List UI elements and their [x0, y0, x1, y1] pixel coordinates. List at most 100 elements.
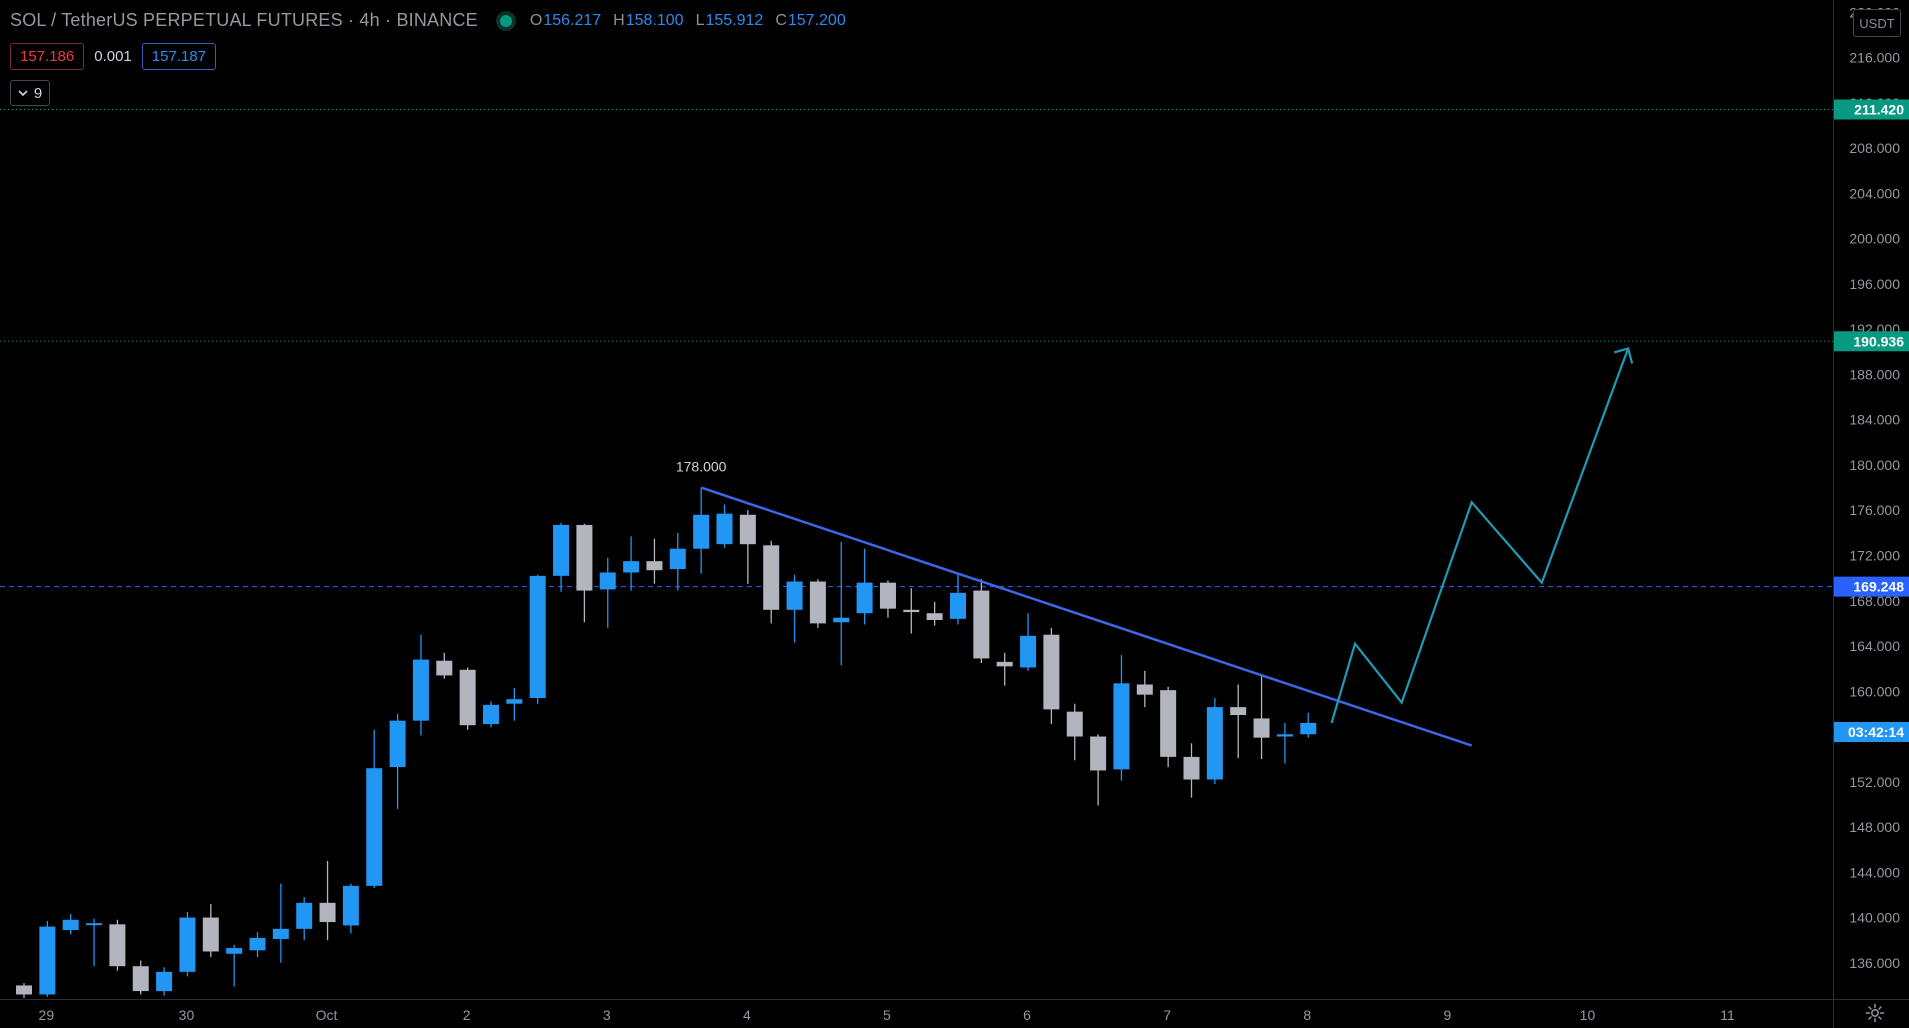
candle-body — [599, 572, 616, 590]
candle-body — [1043, 634, 1060, 710]
y-tick-label: 172.000 — [1849, 548, 1900, 564]
candle-body — [86, 923, 103, 926]
y-tick-label: 144.000 — [1849, 864, 1900, 880]
candle-body — [809, 581, 826, 624]
candle-body — [272, 928, 289, 940]
y-tick-label: 168.000 — [1849, 593, 1900, 609]
candle-body — [950, 592, 966, 619]
chart-header: SOL / TetherUS PERPETUAL FUTURES · 4h · … — [10, 10, 858, 31]
candle-body — [179, 917, 196, 972]
candle-body — [202, 917, 219, 952]
candle-body — [319, 902, 336, 923]
candle-body — [739, 514, 756, 545]
projection-path — [1330, 348, 1630, 724]
candle-body — [249, 937, 266, 951]
price-level-label: 190.936 — [1853, 333, 1904, 349]
candle-body — [996, 661, 1013, 667]
price-level-label: 169.248 — [1853, 579, 1904, 595]
sell-button[interactable]: 157.186 — [10, 43, 85, 70]
candle-body — [879, 582, 896, 609]
candle-body — [973, 590, 990, 659]
price-level-tag — [1834, 331, 1909, 352]
y-tick-label: 184.000 — [1849, 412, 1900, 428]
y-tick-label: 164.000 — [1849, 638, 1900, 654]
candle-body — [903, 609, 920, 613]
candle-body — [506, 699, 523, 704]
trade-buttons: 157.186 0.001 157.187 — [10, 43, 217, 70]
y-tick-label: 180.000 — [1849, 457, 1900, 473]
y-tick-label: 200.000 — [1849, 231, 1900, 247]
x-tick-label: 2 — [463, 1007, 471, 1023]
candle-body — [576, 524, 593, 591]
x-tick-label: 10 — [1580, 1007, 1596, 1023]
candle-body — [296, 902, 313, 929]
high-price-annotation: 178.000 — [676, 459, 727, 475]
y-tick-label: 188.000 — [1849, 366, 1900, 382]
candle-body — [786, 581, 803, 610]
candle-body — [1300, 722, 1317, 735]
countdown-label: 03:42:14 — [1848, 724, 1904, 740]
candle-body — [109, 924, 126, 967]
candle-body — [389, 720, 406, 768]
x-tick-label: 9 — [1443, 1007, 1451, 1023]
x-tick-label: 8 — [1303, 1007, 1311, 1023]
gear-icon[interactable] — [1865, 1003, 1885, 1023]
candle-body — [646, 561, 663, 571]
x-tick-label: 6 — [1023, 1007, 1031, 1023]
y-tick-label: 176.000 — [1849, 502, 1900, 518]
indicators-count: 9 — [33, 84, 43, 102]
candle-body — [833, 617, 850, 623]
descending-trendline — [700, 486, 1473, 747]
x-tick-label: 3 — [603, 1007, 611, 1023]
candle-body — [669, 548, 686, 570]
candle-body — [763, 545, 780, 610]
currency-label[interactable]: USDT — [1853, 9, 1901, 37]
candle-body — [623, 561, 640, 573]
candle-body — [132, 966, 149, 992]
y-tick-label: 152.000 — [1849, 774, 1900, 790]
price-level-label: 211.420 — [1854, 102, 1904, 118]
candle-body — [1136, 684, 1153, 695]
candle-body — [1020, 635, 1037, 668]
candle-body — [1090, 736, 1107, 771]
symbol-title[interactable]: SOL / TetherUS PERPETUAL FUTURES · 4h · … — [10, 10, 478, 30]
price-axis — [1833, 0, 1909, 1028]
candle-body — [39, 926, 56, 995]
spread-value: 0.001 — [94, 48, 132, 65]
candle-body — [693, 514, 710, 549]
x-tick-label: Oct — [316, 1007, 338, 1023]
x-tick-label: 5 — [883, 1007, 891, 1023]
ohlc-close: C157.200 — [775, 11, 846, 29]
y-tick-label: 216.000 — [1849, 50, 1900, 66]
candle-body — [1206, 707, 1223, 780]
candle-body — [436, 660, 453, 676]
candle-body — [226, 948, 243, 954]
candle-body — [1230, 707, 1247, 716]
candle-body — [459, 669, 476, 726]
candle-body — [1066, 711, 1083, 737]
ohlc-open: O156.217 — [529, 11, 602, 29]
y-tick-label: 136.000 — [1849, 955, 1900, 971]
candle-body — [16, 985, 32, 995]
candle-body — [62, 919, 79, 930]
candle-body — [856, 582, 873, 614]
y-tick-label: 140.000 — [1849, 910, 1900, 926]
market-status-icon — [499, 14, 512, 27]
y-tick-label: 196.000 — [1849, 276, 1900, 292]
candle-body — [483, 704, 499, 725]
candle-body — [1253, 718, 1270, 738]
candle-body — [1160, 690, 1177, 757]
y-tick-label: 204.000 — [1849, 185, 1900, 201]
indicators-toggle[interactable]: 9 — [10, 80, 50, 106]
candle-body — [716, 513, 733, 545]
ohlc-high: H158.100 — [613, 11, 684, 29]
x-tick-label: 4 — [743, 1007, 751, 1023]
candles-group — [16, 487, 1317, 998]
x-tick-label: 29 — [39, 1007, 55, 1023]
candle-body — [1113, 683, 1130, 770]
ohlc-low: L155.912 — [695, 11, 764, 29]
candle-body — [553, 524, 570, 576]
buy-button[interactable]: 157.187 — [141, 43, 217, 70]
candle-body — [1276, 734, 1293, 737]
